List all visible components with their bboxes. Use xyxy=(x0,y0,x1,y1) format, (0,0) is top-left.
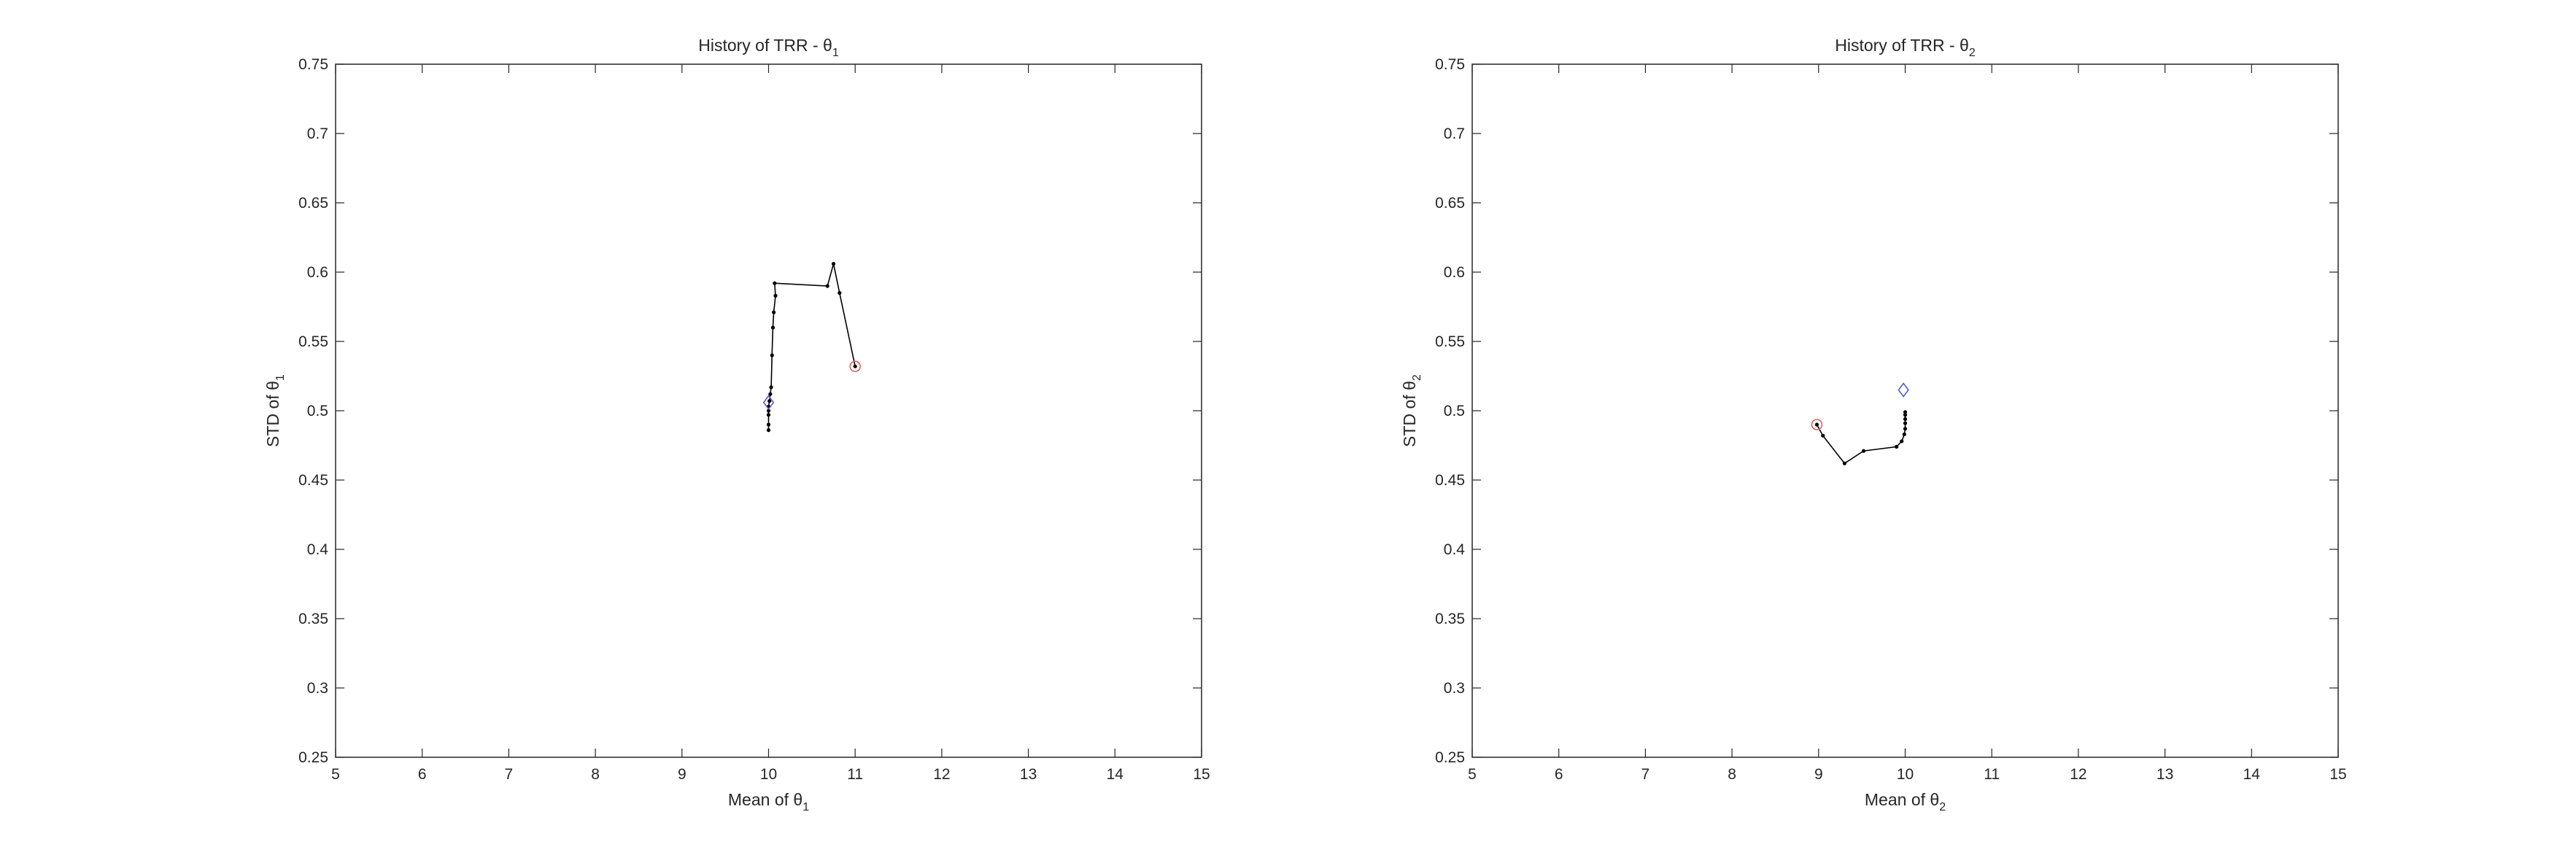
x-tick-label: 11 xyxy=(847,766,863,783)
x-axis-label-main: Mean of θ xyxy=(1865,790,1939,809)
y-tick-label: 0.4 xyxy=(307,541,329,558)
y-tick-label: 0.3 xyxy=(307,680,328,697)
data-point xyxy=(831,262,836,266)
x-tick-label: 12 xyxy=(2070,766,2086,783)
x-axis-label-subscript: 1 xyxy=(802,801,809,813)
y-axis-label-main: STD of θ xyxy=(263,381,282,447)
x-axis-label: Mean of θ2 xyxy=(1865,790,1946,813)
series-line xyxy=(1816,411,1906,465)
chart-panel-1: 5 6 7 8 9 10 11 12 13 14 150.250.30.350.40.450.50.… xyxy=(263,36,1210,813)
y-tick-label: 0.6 xyxy=(307,264,328,281)
data-point xyxy=(1903,427,1908,431)
chart-title-main: History of TRR - θ xyxy=(698,36,832,55)
data-point xyxy=(1861,449,1866,453)
x-tick-label: 5 xyxy=(1468,766,1477,783)
y-tick-label: 0.25 xyxy=(298,749,328,766)
x-tick-label: 13 xyxy=(1020,766,1037,783)
x-tick-label: 15 xyxy=(2329,766,2346,783)
data-point xyxy=(1814,422,1819,427)
y-tick-label: 0.75 xyxy=(1435,56,1465,73)
data-point xyxy=(766,413,771,417)
data-point xyxy=(766,428,771,433)
y-tick-label: 0.6 xyxy=(1444,264,1465,281)
start-marker-circle xyxy=(849,360,861,373)
y-tick-label: 0.65 xyxy=(298,195,328,212)
chart-title: History of TRR - θ2 xyxy=(1835,36,1976,59)
chart-panel-2: 5 6 7 8 9 10 11 12 13 14 15 0.25 0.3 0.35 0.4 0.45 0.5 0.… xyxy=(1400,36,2347,813)
y-tick-label: 0.4 xyxy=(1444,541,1466,558)
data-point xyxy=(766,422,771,427)
data-point xyxy=(1903,413,1908,417)
x-tick-label: 13 xyxy=(2157,766,2173,783)
y-axis-label-main: STD of θ xyxy=(1400,381,1419,447)
x-tick-label: 15 xyxy=(1193,766,1210,783)
x-tick-label: 9 xyxy=(678,766,686,783)
x-tick-label: 10 xyxy=(1897,766,1914,783)
x-axis-label-subscript: 2 xyxy=(1939,801,1946,813)
data-point xyxy=(766,409,771,413)
x-tick-label: 7 xyxy=(1641,766,1650,783)
chart-title-main: History of TRR - θ xyxy=(1835,36,1969,55)
x-tick-label: 14 xyxy=(1107,766,1124,783)
data-point xyxy=(1902,432,1906,436)
x-tick-label: 9 xyxy=(1814,766,1823,783)
data-point xyxy=(825,284,829,288)
data-point xyxy=(853,364,857,368)
y-tick-label: 0.55 xyxy=(298,333,328,350)
y-tick-label: 0.65 xyxy=(1435,195,1465,212)
y-tick-label: 0.3 xyxy=(1444,680,1465,697)
y-tick-label: 0.35 xyxy=(1435,611,1465,627)
x-axis-label: Mean of θ1 xyxy=(728,790,809,813)
data-point xyxy=(773,281,777,285)
series-line xyxy=(767,263,856,430)
y-axis-label-subscript: 1 xyxy=(274,374,287,381)
x-tick-label: 10 xyxy=(760,766,777,783)
data-point xyxy=(1903,417,1908,422)
x-tick-label: 11 xyxy=(1984,766,2000,783)
y-tick-label: 0.7 xyxy=(307,125,328,142)
data-point xyxy=(1903,410,1908,414)
x-tick-label: 8 xyxy=(591,766,600,783)
data-point xyxy=(1900,439,1904,444)
x-tick-label: 8 xyxy=(1728,766,1736,783)
data-point xyxy=(772,310,776,314)
data-point xyxy=(770,325,775,330)
data-point xyxy=(1842,461,1847,465)
x-axis-label-main: Mean of θ xyxy=(728,790,802,809)
start-marker-circle xyxy=(1811,419,1823,430)
x-tick-label: 5 xyxy=(331,766,340,783)
y-axis-label: STD of θ1 xyxy=(263,374,287,447)
data-point xyxy=(769,385,773,390)
data-point xyxy=(768,392,773,396)
data-point xyxy=(773,293,778,298)
end-marker-diamond xyxy=(762,395,775,410)
data-point xyxy=(838,290,842,295)
chart-title-subscript: 1 xyxy=(832,47,839,59)
x-tick-label: 7 xyxy=(505,766,514,783)
y-tick-label: 0.5 xyxy=(307,403,328,419)
y-tick-label: 0.7 xyxy=(1444,125,1465,142)
data-point xyxy=(770,353,774,357)
x-tick-label: 12 xyxy=(933,766,950,783)
y-tick-label: 0.5 xyxy=(1444,403,1465,419)
y-axis-label: STD of θ2 xyxy=(1400,374,1423,447)
x-tick-label: 6 xyxy=(1555,766,1563,783)
y-tick-label: 0.35 xyxy=(298,611,328,627)
data-point xyxy=(1895,444,1899,449)
x-tick-label: 6 xyxy=(418,766,427,783)
y-axis-label-subscript: 2 xyxy=(1411,374,1423,381)
y-tick-label: 0.45 xyxy=(1435,472,1465,489)
y-tick-label: 0.45 xyxy=(298,472,328,489)
chart-title: History of TRR - θ1 xyxy=(698,36,839,59)
end-marker-diamond xyxy=(1898,382,1909,398)
y-tick-label: 0.55 xyxy=(1435,333,1465,350)
chart-title-subscript: 2 xyxy=(1969,47,1976,59)
data-point xyxy=(1903,421,1908,425)
data-point xyxy=(767,399,772,403)
x-tick-label: 14 xyxy=(2243,766,2261,783)
y-tick-label: 0.75 xyxy=(298,56,328,73)
data-point xyxy=(1821,433,1825,438)
y-tick-label: 0.25 xyxy=(1435,749,1465,766)
